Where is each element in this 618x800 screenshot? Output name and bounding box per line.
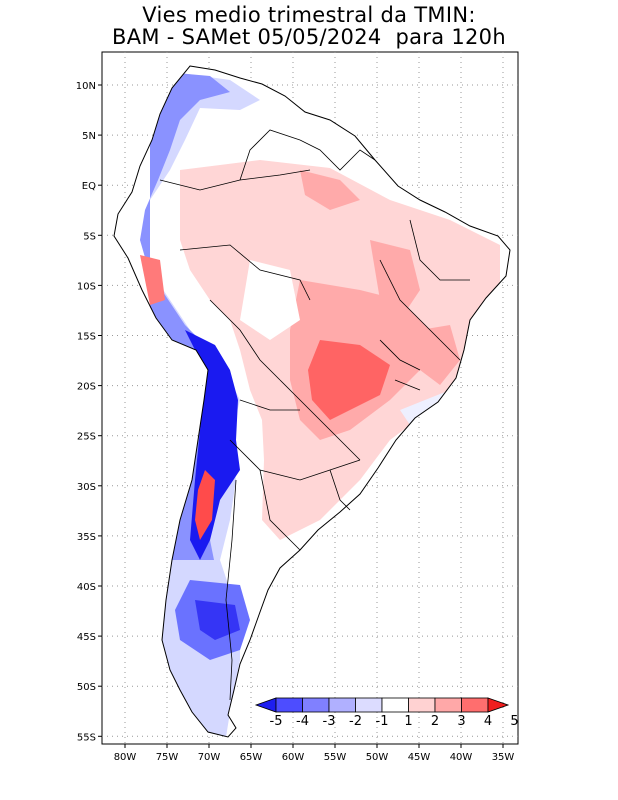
lon-label: 75W — [156, 752, 179, 763]
lon-label: 70W — [198, 752, 221, 763]
lat-label: 50S — [77, 682, 96, 693]
colorbar-label: 1 — [404, 714, 412, 729]
warm-anomaly-strong — [308, 340, 390, 420]
colorbar-swatch — [275, 697, 303, 713]
warm-anomaly-mid-north — [370, 240, 420, 320]
country-borders — [159, 129, 470, 701]
latitude-labels: 10N 5N EQ 5S 10S 15S 20S 25S 30S 35S 40S 45S 50S 55S — [76, 81, 102, 743]
colorbar: -5 -4 -3 -2 -1 1 2 3 4 5 — [254, 697, 519, 729]
warm-anomaly-mid-amazon — [300, 170, 360, 210]
lat-label: 15S — [77, 332, 96, 343]
lat-label: 40S — [77, 582, 96, 593]
colorbar-swatch — [381, 697, 409, 713]
lat-label: 10N — [76, 81, 96, 92]
lat-label: EQ — [82, 181, 96, 192]
lat-label: 5S — [83, 231, 96, 242]
lat-label: 35S — [77, 532, 96, 543]
lat-label: 30S — [77, 482, 96, 493]
colorbar-swatch — [461, 697, 489, 713]
lat-label: 5N — [82, 131, 96, 142]
neutral-area-south — [230, 540, 320, 580]
colorbar-swatch — [487, 697, 510, 713]
colorbar-label: 3 — [457, 714, 465, 729]
colorbar-swatch — [355, 697, 383, 713]
warm-anomaly-mid-east — [420, 325, 460, 385]
lon-label: 35W — [492, 752, 515, 763]
map-title-line2: BAM - SAMet 05/05/2024 para 120h — [112, 25, 506, 49]
lon-label: 65W — [240, 752, 263, 763]
neutral-area-central — [240, 260, 300, 340]
lon-label: 45W — [408, 752, 431, 763]
colorbar-swatch — [328, 697, 356, 713]
lon-label: 60W — [282, 752, 305, 763]
colorbar-label: 2 — [431, 714, 439, 729]
lon-label: 80W — [114, 752, 137, 763]
lon-label: 40W — [450, 752, 473, 763]
colorbar-label: 4 — [484, 714, 492, 729]
warm-anomaly-strong-chile — [195, 470, 215, 540]
lon-label: 55W — [324, 752, 347, 763]
warm-anomaly-peru-coast — [140, 255, 165, 305]
lat-label: 20S — [77, 382, 96, 393]
colorbar-label: -3 — [323, 714, 336, 729]
colorbar-label: -4 — [296, 714, 309, 729]
longitude-labels: 80W 75W 70W 65W 60W 55W 50W 45W 40W 35W — [114, 744, 515, 763]
map-title-line1: Vies medio trimestral da TMIN: — [142, 3, 476, 27]
lat-label: 25S — [77, 432, 96, 443]
lat-label: 10S — [77, 281, 96, 292]
colorbar-label: 5 — [510, 714, 518, 729]
lon-label: 50W — [366, 752, 389, 763]
lat-label: 45S — [77, 632, 96, 643]
colorbar-label: -1 — [376, 714, 389, 729]
coastline — [113, 65, 511, 738]
colorbar-label: -5 — [270, 714, 283, 729]
colorbar-swatch — [302, 697, 330, 713]
colorbar-swatch — [408, 697, 436, 713]
colorbar-label: -2 — [349, 714, 362, 729]
colorbar-swatch — [434, 697, 462, 713]
lat-label: 55S — [77, 732, 96, 743]
